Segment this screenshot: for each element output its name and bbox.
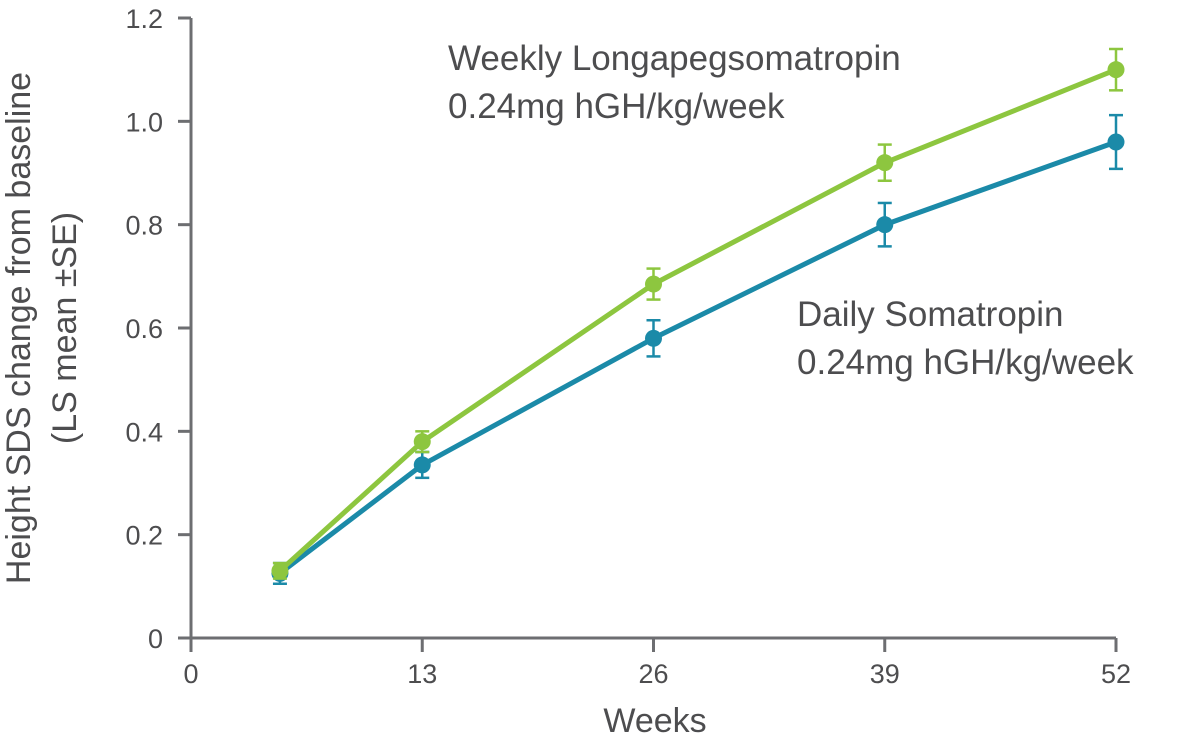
data-point — [413, 433, 431, 451]
series-label: Daily Somatropin — [797, 295, 1064, 334]
x-tick-label: 0 — [183, 659, 198, 689]
y-tick-label: 0.8 — [125, 211, 163, 241]
y-tick-label: 0.4 — [125, 417, 163, 447]
series-weekly-longapegsomatropin — [271, 47, 1125, 580]
y-tick-label: 0.6 — [125, 314, 163, 344]
y-axis-title: Height SDS change from baseline (LS mean… — [0, 72, 84, 584]
series-label: 0.24mg hGH/kg/week — [448, 87, 785, 126]
x-axis-title: Weeks — [603, 702, 706, 738]
series-layer — [271, 47, 1125, 585]
y-tick-label: 1.0 — [125, 107, 163, 137]
x-axis-ticks: 0 13 26 39 52 — [183, 638, 1131, 689]
data-point — [645, 275, 662, 293]
y-axis-title-line-1: Height SDS change from baseline — [0, 72, 38, 584]
y-tick-label: 1.2 — [125, 4, 163, 34]
x-tick-label: 39 — [870, 659, 900, 689]
y-axis-ticks: 0 0.2 0.4 0.6 0.8 1.0 1.2 — [125, 4, 191, 654]
x-tick-label: 13 — [407, 659, 437, 689]
data-point — [1107, 133, 1125, 151]
y-axis-title-line-2: (LS mean ±SE) — [46, 212, 84, 444]
series-label: 0.24mg hGH/kg/week — [797, 343, 1134, 382]
y-tick-label: 0 — [148, 624, 163, 654]
data-point — [1107, 61, 1125, 79]
x-tick-label: 52 — [1101, 659, 1131, 689]
y-tick-label: 0.2 — [125, 521, 163, 551]
series-labels: Weekly Longapegsomatropin 0.24mg hGH/kg/w… — [448, 39, 1134, 382]
data-point — [645, 329, 662, 347]
data-point — [876, 154, 894, 172]
x-tick-label: 26 — [638, 659, 668, 689]
series-label: Weekly Longapegsomatropin — [448, 39, 901, 78]
data-point — [271, 562, 289, 580]
data-point — [413, 456, 431, 474]
data-point — [876, 216, 894, 234]
